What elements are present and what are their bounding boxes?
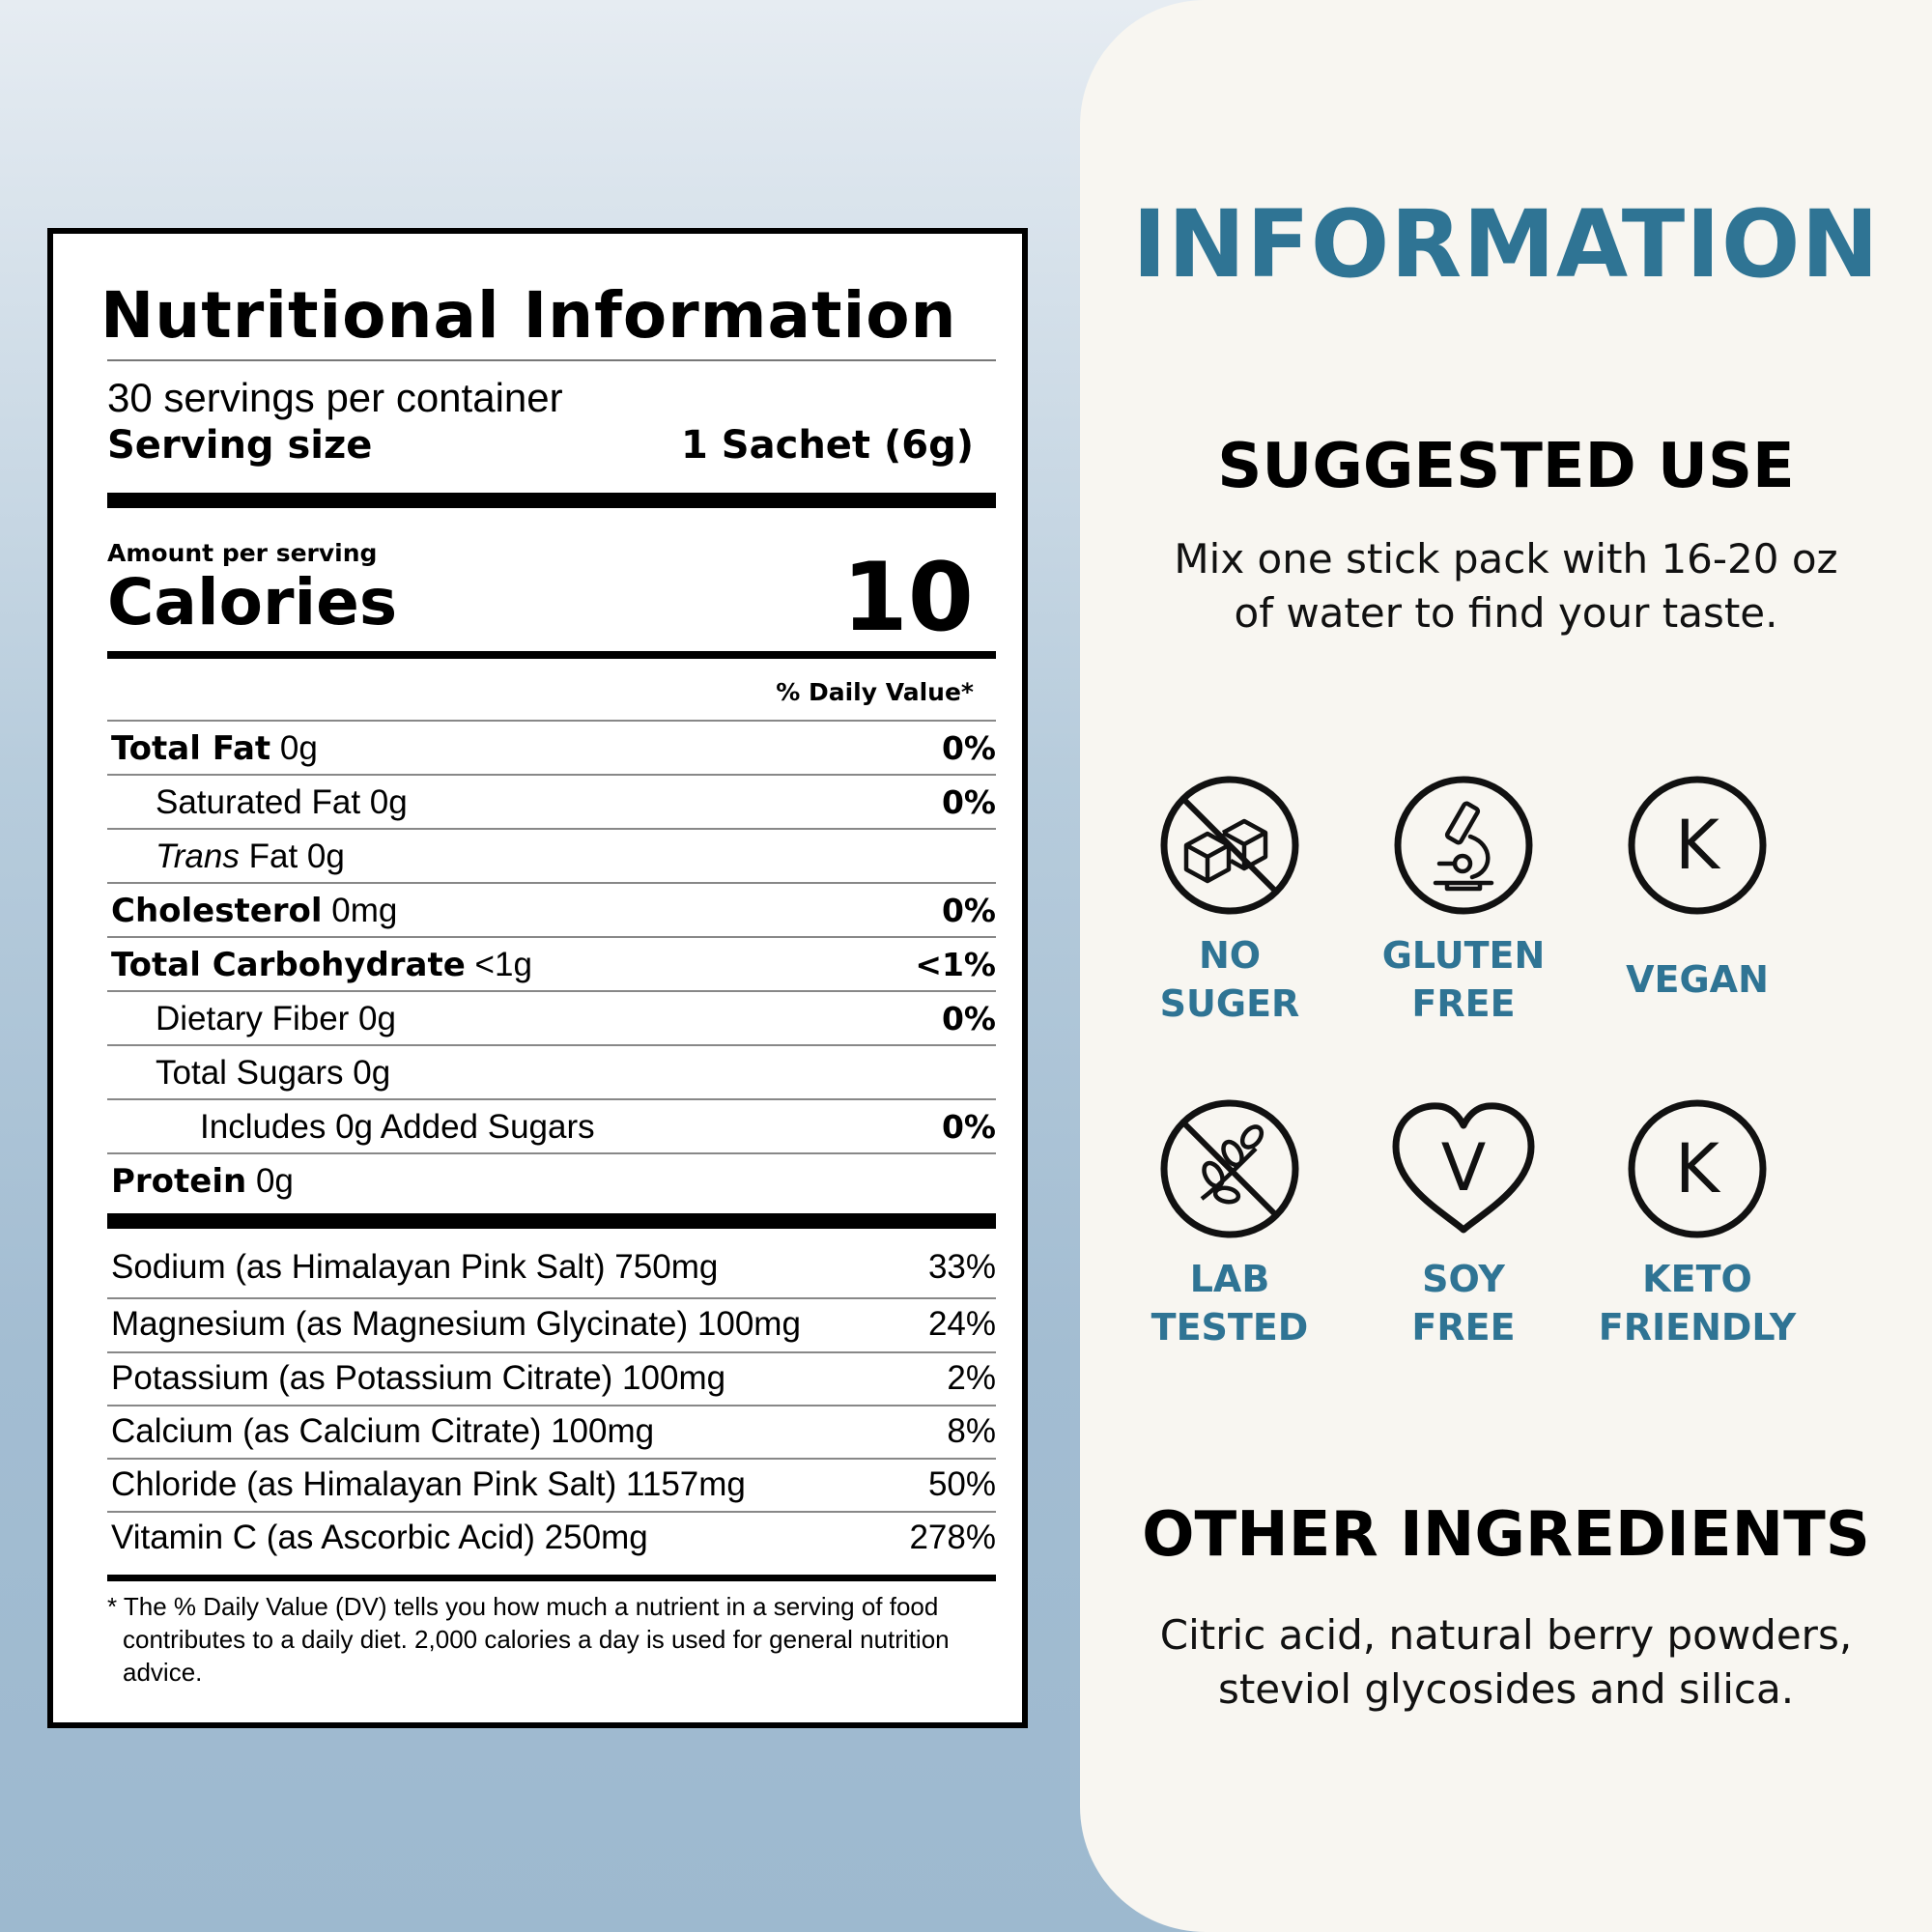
- mineral-label: Magnesium (as Magnesium Glycinate) 100mg: [111, 1305, 801, 1343]
- nutrient-row-total-fat: Total Fat 0g 0%: [107, 720, 996, 774]
- nutrient-row-total-carbohydrate: Total Carbohydrate <1g <1%: [107, 936, 996, 990]
- v-heart-icon: V: [1392, 1102, 1535, 1234]
- badge-caption: KETO FRIENDLY: [1581, 1255, 1813, 1351]
- mineral-row-vitamin-c: Vitamin C (as Ascorbic Acid) 250mg 278%: [107, 1511, 996, 1564]
- badge-caption: GLUTEN FREE: [1348, 931, 1579, 1028]
- information-title: INFORMATION: [1132, 190, 1880, 298]
- serving-size-label: Serving size: [107, 423, 373, 468]
- suggested-use-text: Mix one stick pack with 16-20 oz of wate…: [1099, 532, 1913, 640]
- k-glyph: K: [1675, 1129, 1721, 1208]
- badge-caption: NO SUGER: [1114, 931, 1346, 1028]
- nutrient-row-total-sugars: Total Sugars 0g: [107, 1044, 996, 1098]
- k-circle-icon: K: [1628, 776, 1767, 915]
- nutrient-row-trans-fat: Trans Fat 0g: [107, 828, 996, 882]
- servings-per-container: 30 servings per container: [107, 375, 563, 420]
- serving-size-value: 1 Sachet (6g): [681, 423, 974, 468]
- k-glyph: K: [1675, 806, 1721, 885]
- nutrient-dv: 0%: [941, 1000, 996, 1037]
- calories-label: Calories: [107, 565, 398, 639]
- other-ingredients-text: Citric acid, natural berry powders, stev…: [1099, 1608, 1913, 1717]
- badge-caption-line: VEGAN: [1626, 958, 1769, 1001]
- medium-divider: [107, 651, 996, 659]
- divider: [107, 359, 996, 361]
- suggested-use-line: of water to find your taste.: [1234, 589, 1778, 637]
- badge-caption-line: FRIENDLY: [1598, 1306, 1797, 1349]
- thick-divider: [107, 1213, 996, 1229]
- mineral-dv: 24%: [927, 1305, 996, 1343]
- calories-value: 10: [841, 543, 974, 653]
- mineral-dv: 33%: [927, 1248, 996, 1286]
- thick-divider: [107, 493, 996, 508]
- nutrient-label: Total Fat 0g: [111, 729, 318, 768]
- information-card: INFORMATION SUGGESTED USE Mix one stick …: [1080, 0, 1932, 1932]
- badge-caption: SOY FREE: [1348, 1255, 1579, 1351]
- badge-caption-line: KETO: [1642, 1258, 1752, 1300]
- nutrient-dv: 0%: [941, 729, 996, 767]
- badge-caption-line: LAB: [1189, 1258, 1270, 1300]
- badge-no-sugar: NO SUGER: [1114, 775, 1346, 1028]
- nutrient-row-added-sugars: Includes 0g Added Sugars 0%: [107, 1098, 996, 1152]
- no-soy-icon: [1160, 1099, 1299, 1238]
- nutrient-label: Protein 0g: [111, 1162, 294, 1201]
- daily-value-header: % Daily Value*: [776, 678, 974, 706]
- badge-lab-tested: LAB TESTED: [1114, 1098, 1346, 1351]
- badge-caption-line: NO: [1198, 934, 1262, 977]
- mineral-row-magnesium: Magnesium (as Magnesium Glycinate) 100mg…: [107, 1297, 996, 1350]
- mineral-row-potassium: Potassium (as Potassium Citrate) 100mg 2…: [107, 1351, 996, 1405]
- badge-caption-line: GLUTEN: [1381, 934, 1546, 977]
- microscope-icon: [1394, 776, 1533, 915]
- nutrient-label: Includes 0g Added Sugars: [200, 1108, 595, 1146]
- mineral-row-chloride: Chloride (as Himalayan Pink Salt) 1157mg…: [107, 1458, 996, 1511]
- nutrient-row-saturated-fat: Saturated Fat 0g 0%: [107, 774, 996, 828]
- nutrient-row-protein: Protein 0g: [107, 1152, 996, 1207]
- k-circle-icon: K: [1628, 1099, 1767, 1238]
- nutrient-label: Saturated Fat 0g: [156, 783, 408, 821]
- nutrition-title: Nutritional Information: [100, 278, 957, 353]
- mineral-row-calcium: Calcium (as Calcium Citrate) 100mg 8%: [107, 1405, 996, 1458]
- suggested-use-title: SUGGESTED USE: [1217, 431, 1795, 502]
- nutrient-dv: 0%: [941, 783, 996, 821]
- other-ingredients-line: steviol glycosides and silica.: [1217, 1665, 1795, 1713]
- nutrient-dv: <1%: [915, 946, 996, 983]
- daily-value-footnote: * The % Daily Value (DV) tells you how m…: [107, 1592, 950, 1687]
- mineral-label: Calcium (as Calcium Citrate) 100mg: [111, 1412, 655, 1450]
- nutrient-label: Total Sugars 0g: [156, 1054, 391, 1092]
- badge-caption-line: FREE: [1411, 1306, 1516, 1349]
- badge-caption: VEGAN: [1581, 931, 1813, 1004]
- mineral-dv: 8%: [947, 1412, 996, 1450]
- mineral-row-sodium: Sodium (as Himalayan Pink Salt) 750mg 33…: [107, 1242, 996, 1295]
- badge-caption-line: SOY: [1422, 1258, 1505, 1300]
- suggested-use-line: Mix one stick pack with 16-20 oz: [1174, 535, 1838, 582]
- nutrient-label: Trans Fat 0g: [156, 838, 345, 875]
- mineral-label: Chloride (as Himalayan Pink Salt) 1157mg: [111, 1465, 746, 1503]
- nutrient-label: Total Carbohydrate <1g: [111, 946, 532, 984]
- badge-caption-line: SUGER: [1159, 982, 1300, 1025]
- mineral-label: Potassium (as Potassium Citrate) 100mg: [111, 1359, 726, 1397]
- nutrition-facts-panel: Nutritional Information 30 servings per …: [47, 228, 1028, 1728]
- badge-caption-line: TESTED: [1151, 1306, 1309, 1349]
- mineral-dv: 278%: [909, 1519, 996, 1556]
- badge-keto-friendly: K KETO FRIENDLY: [1581, 1098, 1813, 1351]
- other-ingredients-line: Citric acid, natural berry powders,: [1159, 1611, 1853, 1659]
- nutrient-label: Cholesterol 0mg: [111, 892, 398, 930]
- badge-caption: LAB TESTED: [1114, 1255, 1346, 1351]
- badge-caption-line: FREE: [1411, 982, 1516, 1025]
- v-glyph: V: [1441, 1130, 1487, 1207]
- mineral-label: Vitamin C (as Ascorbic Acid) 250mg: [111, 1519, 648, 1556]
- medium-divider: [107, 1575, 996, 1581]
- nutrient-row-cholesterol: Cholesterol 0mg 0%: [107, 882, 996, 936]
- no-sugar-icon: [1160, 776, 1299, 915]
- nutrient-label: Dietary Fiber 0g: [156, 1000, 396, 1037]
- badge-gluten-free: GLUTEN FREE: [1348, 775, 1579, 1028]
- amount-per-serving: Amount per serving: [107, 539, 378, 567]
- badge-vegan: K VEGAN: [1581, 775, 1813, 1004]
- nutrient-dv: 0%: [941, 892, 996, 929]
- other-ingredients-title: OTHER INGREDIENTS: [1142, 1499, 1870, 1571]
- badge-soy-free: V SOY FREE: [1348, 1098, 1579, 1351]
- nutrient-row-dietary-fiber: Dietary Fiber 0g 0%: [107, 990, 996, 1044]
- nutrient-dv: 0%: [941, 1108, 996, 1146]
- mineral-dv: 50%: [927, 1465, 996, 1503]
- mineral-dv: 2%: [947, 1359, 996, 1397]
- mineral-label: Sodium (as Himalayan Pink Salt) 750mg: [111, 1248, 719, 1286]
